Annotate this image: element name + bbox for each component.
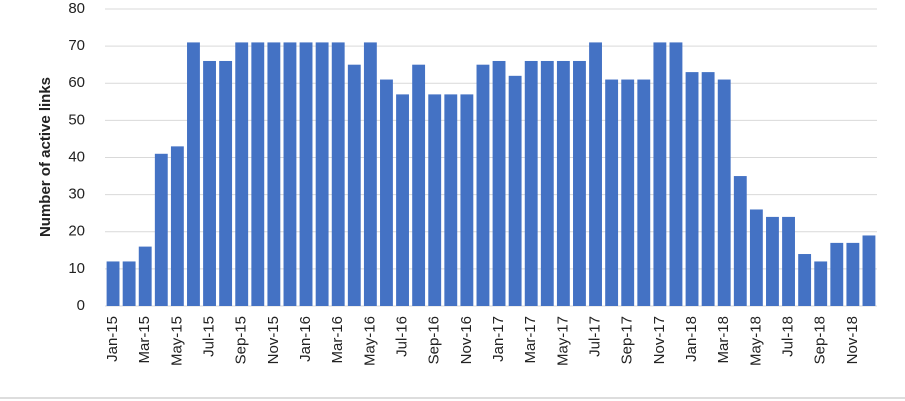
bar [733,176,747,306]
bar [283,42,297,306]
bar [492,60,506,306]
bar [154,153,168,306]
bar [380,79,393,306]
bar [235,42,249,306]
bar [412,64,426,306]
x-tick-label: Jan-17 [490,316,507,362]
bar [621,79,635,306]
x-tick-label: Nov-17 [651,316,668,364]
x-tick-label: Nov-18 [844,316,861,364]
x-tick-label: May-17 [554,316,571,366]
bar [267,42,281,306]
x-tick-label: Sep-18 [812,316,829,364]
y-axis-title: Number of active links [37,77,54,237]
bar [396,94,409,306]
bar [122,261,136,306]
bar [846,242,860,306]
x-tick-label: Jan-16 [297,316,314,362]
bar [766,216,779,306]
bar [637,79,651,306]
bar [653,42,667,306]
bar [106,261,120,306]
bar [460,94,474,306]
bar [251,42,265,306]
x-tick-label: Nov-16 [458,316,475,364]
bar [428,94,442,306]
x-tick-label: May-16 [361,316,378,366]
bar [701,72,715,306]
y-tick-label: 0 [77,297,85,314]
y-tick-label: 50 [68,111,85,128]
bar [524,60,538,306]
bar [331,42,345,306]
bar [476,64,490,306]
x-tick-label: Jul-15 [201,316,218,357]
x-tick-label: Jul-17 [587,316,604,357]
y-tick-label: 10 [68,260,85,277]
y-tick-label: 30 [68,186,85,203]
bar [862,235,876,306]
x-tick-label: Mar-17 [522,316,539,364]
bar [717,79,731,306]
bar [187,42,200,306]
bar [782,216,795,306]
y-tick-label: 80 [68,0,85,17]
bar [573,60,586,306]
bar [315,42,329,306]
bar [138,246,152,306]
y-tick-label: 70 [68,37,85,54]
bar [749,209,763,306]
x-tick-label: Jul-16 [394,316,411,357]
x-tick-label: Sep-16 [426,316,443,364]
x-tick-label: Sep-17 [619,316,636,364]
bar [299,42,313,306]
bar [798,254,812,306]
bar [814,261,828,306]
x-tick-label: Jan-18 [683,316,700,362]
bar [219,60,233,306]
bar [669,42,683,306]
bar [203,60,216,306]
bar [589,42,602,306]
x-tick-label: Jan-15 [104,316,121,362]
bar [540,60,554,306]
bar [363,42,377,306]
bar [170,146,184,306]
y-tick-label: 40 [68,148,85,165]
bar [556,60,570,306]
x-tick-label: Mar-18 [715,316,732,364]
x-tick-label: Mar-16 [329,316,346,364]
bar [685,72,699,306]
x-tick-label: Jul-18 [780,316,797,357]
bar [605,79,619,306]
y-tick-label: 20 [68,223,85,240]
bar [508,75,522,306]
y-tick-label: 60 [68,74,85,91]
x-tick-label: May-15 [168,316,185,366]
x-tick-label: Nov-15 [265,316,282,364]
bar [347,64,361,306]
x-tick-label: May-18 [747,316,764,366]
bar [830,242,844,306]
x-tick-label: Sep-15 [233,316,250,364]
bar [444,94,458,306]
x-tick-label: Mar-15 [136,316,153,364]
